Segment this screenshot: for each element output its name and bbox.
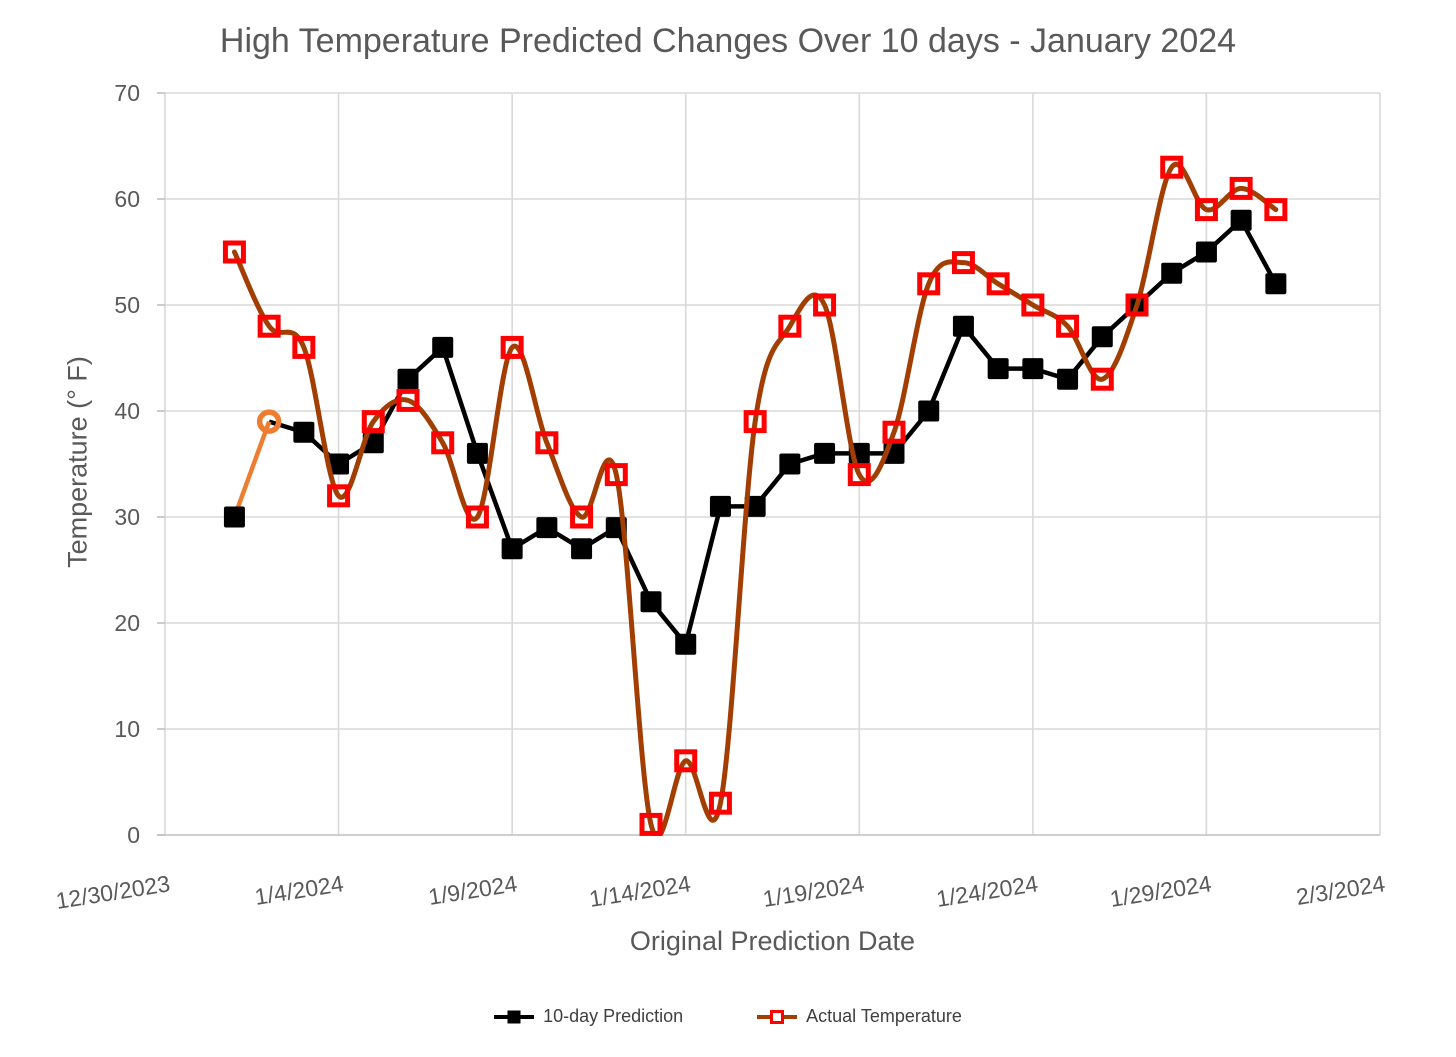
prediction-point [744,495,766,517]
actual-point [1229,176,1253,200]
legend-item-actual: Actual Temperature [757,1006,962,1027]
svg-text:1/4/2024: 1/4/2024 [253,870,346,910]
y-axis-title: Temperature (° F) [62,356,93,568]
actual-point [292,335,316,359]
highlighted-prediction-point [256,409,282,434]
prediction-point [1265,273,1287,295]
actual-point [813,293,837,317]
legend: 10-day Prediction Actual Temperature [0,1006,1456,1027]
prediction-point [1161,262,1183,284]
svg-text:60: 60 [114,186,140,212]
prediction-point [501,538,523,560]
actual-point [1160,155,1184,179]
actual-point [1125,293,1149,317]
chart-title: High Temperature Predicted Changes Over … [219,22,1237,60]
actual-point [986,272,1010,296]
svg-text:50: 50 [114,292,140,318]
prediction-point [640,591,662,613]
actual-point [1056,314,1080,338]
prediction-point [397,368,419,390]
prediction-point [1091,326,1113,348]
svg-text:1/19/2024: 1/19/2024 [761,870,866,912]
prediction-point [293,421,315,443]
prediction-point [987,358,1009,380]
svg-text:0: 0 [127,822,140,848]
actual-point [639,812,663,836]
svg-text:1/24/2024: 1/24/2024 [935,870,1040,912]
prediction-point [432,336,454,358]
actual-point [465,505,489,529]
open-square-icon [770,1009,785,1024]
actual-point [1194,198,1218,222]
actual-point [257,314,281,338]
prediction-point [466,442,488,464]
actual-point [917,272,941,296]
svg-text:40: 40 [114,398,140,424]
svg-text:12/30/2023: 12/30/2023 [54,870,172,914]
filled-square-icon [507,1010,521,1023]
svg-text:1/9/2024: 1/9/2024 [426,870,519,910]
prediction-point [952,315,974,337]
actual-point [743,410,767,434]
svg-text:10: 10 [114,716,140,742]
x-axis-title: Original Prediction Date [629,926,916,956]
actual-point [500,335,524,359]
legend-item-prediction: 10-day Prediction [494,1006,683,1027]
actual-point [1090,367,1114,391]
prediction-point [918,400,940,422]
prediction-point [779,453,801,475]
prediction-point [1022,358,1044,380]
prediction-point [328,453,350,475]
svg-text:1/29/2024: 1/29/2024 [1108,870,1213,912]
prediction-point [223,506,245,528]
prediction-point [1057,368,1079,390]
actual-point [431,431,455,455]
actual-point [847,463,871,487]
actual-point [361,410,385,434]
actual-point [327,484,351,508]
prediction-point [675,633,697,655]
legend-label-actual: Actual Temperature [806,1006,962,1026]
prediction-point [709,495,731,517]
svg-text:30: 30 [114,504,140,530]
actual-point [396,388,420,412]
actual-point [674,749,698,773]
prediction-point [1230,209,1252,231]
actual-point [778,314,802,338]
svg-text:2/3/2024: 2/3/2024 [1294,870,1387,910]
svg-text:70: 70 [114,80,140,106]
actual-series-icon [757,1008,798,1025]
actual-point [604,463,628,487]
prediction-point [814,442,836,464]
actual-point [570,505,594,529]
prediction-point [1195,241,1217,263]
svg-text:1/14/2024: 1/14/2024 [587,870,692,912]
actual-point [1021,293,1045,317]
svg-text:20: 20 [114,610,140,636]
actual-point [708,791,732,815]
actual-point [951,251,975,275]
actual-point [222,240,246,264]
legend-label-prediction: 10-day Prediction [543,1006,684,1026]
prediction-series-icon [494,1008,535,1025]
prediction-point [571,538,593,560]
actual-point [1264,198,1288,222]
prediction-point [536,517,558,539]
actual-point [882,420,906,444]
actual-point [535,431,559,455]
